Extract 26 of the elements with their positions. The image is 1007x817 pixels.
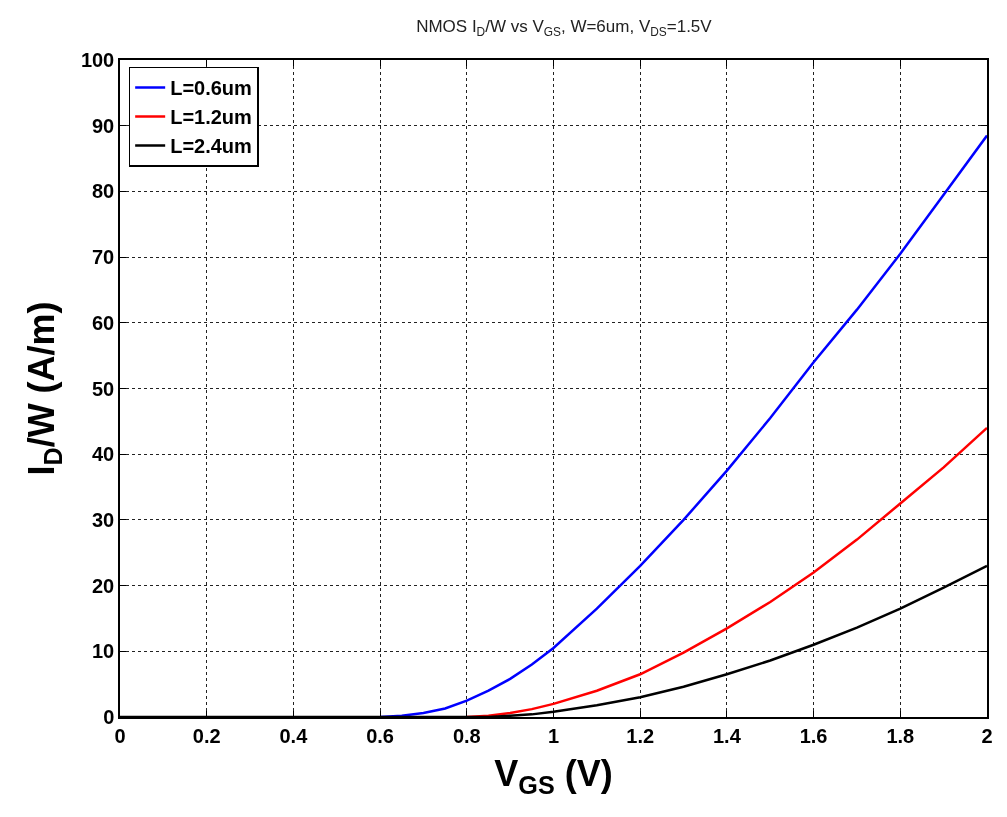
y-tick-label: 50 — [92, 377, 115, 400]
x-tick-label: 0.6 — [366, 724, 395, 747]
x-tick-label: 1 — [547, 724, 560, 747]
y-tick-label: 0 — [103, 706, 115, 728]
x-tick-label: 1.2 — [626, 724, 655, 747]
y-tick-label: 30 — [92, 508, 115, 531]
legend-label: L=2.4um — [170, 135, 252, 158]
y-tick-label: 90 — [92, 114, 115, 137]
legend-label: L=1.2um — [170, 106, 252, 129]
x-tick-label: 0.2 — [192, 724, 221, 747]
x-tick-label: 2 — [981, 724, 993, 747]
x-tick-label: 0.8 — [452, 724, 481, 747]
legend-label: L=0.6um — [170, 77, 252, 100]
x-tick-label: 1.8 — [886, 724, 915, 747]
y-tick-label: 70 — [92, 246, 115, 269]
x-tick-label: 1.4 — [712, 724, 742, 747]
y-tick-label: 10 — [92, 640, 115, 663]
y-tick-label: 40 — [92, 443, 115, 466]
x-tick-label: 0.4 — [279, 724, 309, 747]
x-axis-title: V$_{GS}$ (V) — [494, 752, 613, 799]
x-tick-label: 1.6 — [799, 724, 828, 747]
y-tick-label: 20 — [92, 574, 115, 597]
y-tick-label: 100 — [80, 49, 115, 71]
y-tick-label: 80 — [92, 180, 115, 203]
chart-title: NMOS I$_{D}$/W vs V$_{GS}$, W=6um, V$_{DS}$=1.5V — [416, 17, 713, 39]
y-tick-label: 60 — [92, 311, 115, 334]
